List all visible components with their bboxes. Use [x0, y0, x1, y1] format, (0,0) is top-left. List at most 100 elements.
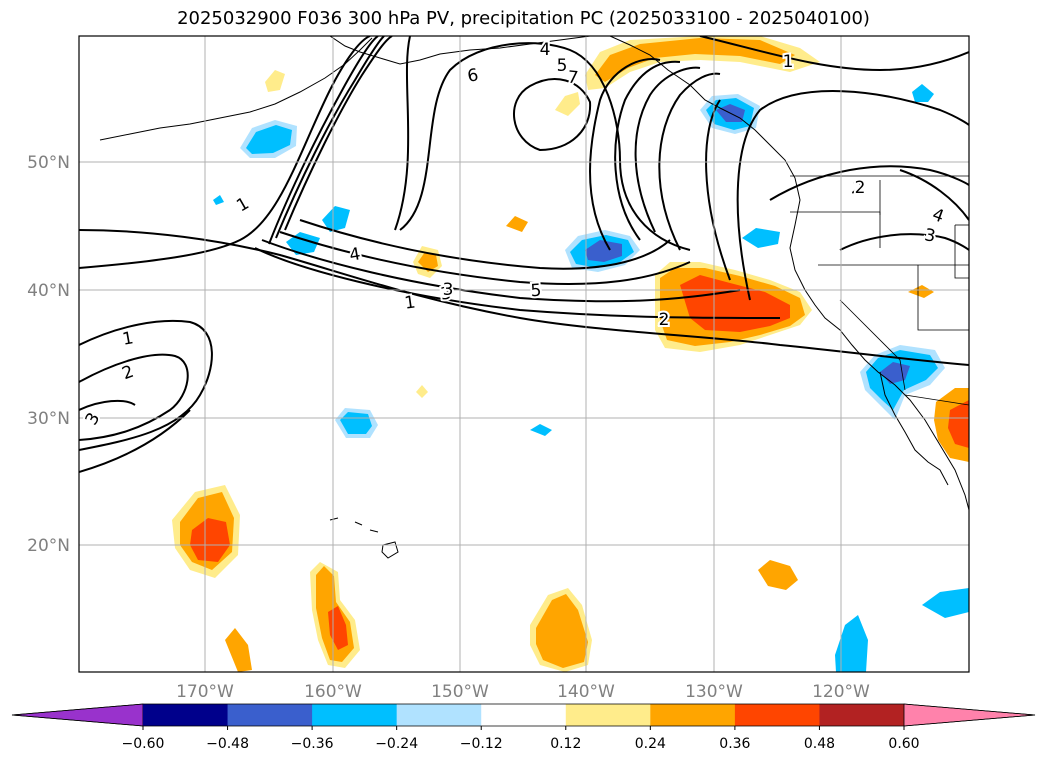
pv-contour-2 [254, 247, 781, 319]
precip-positive-area [265, 70, 285, 92]
colorbar-segment [312, 704, 398, 726]
pv-contour-4 [279, 231, 691, 285]
pv-contour-1 [79, 229, 969, 366]
precip-positive-area [506, 216, 528, 232]
pv-contour-4 [899, 169, 969, 221]
precip-positive-area [758, 560, 798, 590]
pv-contour-5 [394, 36, 411, 231]
colorbar-segment [650, 704, 736, 726]
pv-contour-4 [268, 36, 379, 245]
precip-positive-area [555, 92, 580, 116]
map-area [79, 36, 969, 672]
pv-contour-1 [699, 36, 969, 72]
precip-negative-area [322, 206, 350, 232]
pv-contour-5 [299, 219, 671, 270]
lon-axis-labels: 170°W 160°W 150°W 140°W 130°W 120°W [176, 682, 870, 702]
colorbar-tick-label: −0.60 [122, 736, 165, 752]
colorbar-segment [734, 704, 820, 726]
colorbar-tick-label: −0.12 [460, 736, 503, 752]
graticule [79, 36, 969, 672]
precip-positive-area [536, 594, 588, 668]
coastline-alaska-arc [99, 37, 373, 141]
precip-negative-area [835, 615, 868, 672]
lat-label: 20°N [27, 536, 70, 556]
pv-contour-label: 5 [557, 56, 568, 76]
pv-contour-label: 3 [439, 283, 453, 304]
precip-positive-area [908, 285, 934, 298]
map-frame [78, 35, 970, 673]
precip-negative-area [922, 588, 969, 618]
lat-axis-labels: 50°N 40°N 30°N 20°N [27, 153, 70, 556]
precip-negative-area [742, 228, 780, 248]
colorbar-segment [396, 704, 482, 726]
colorbar-tick-label: 0.60 [888, 736, 919, 752]
precip-negative-area [246, 125, 292, 154]
precip-strong-positive-area [948, 400, 969, 448]
colorbar: −0.60 −0.48 −0.36 −0.24 −0.12 0.12 0.24 0.36 0.4… [11, 703, 1036, 752]
lon-label: 140°W [557, 682, 615, 702]
colorbar-segment [819, 704, 905, 726]
pv-contour-label: 2 [855, 178, 866, 198]
pv-contour-label: 3 [443, 280, 454, 300]
pv-contour-1 [79, 409, 191, 473]
lon-label: 120°W [812, 682, 870, 702]
pv-contours [79, 36, 969, 473]
colorbar-extend-min [11, 703, 144, 727]
pv-contour-label: 7 [567, 68, 580, 89]
pv-contour-1 [79, 36, 371, 269]
pv-contour-6 [513, 78, 592, 152]
pv-contour-label: 5 [530, 281, 542, 302]
colorbar-tick-label: 0.12 [550, 736, 581, 752]
pv-contour-2 [284, 36, 393, 231]
colorbar-tick-label: 0.48 [804, 736, 835, 752]
lat-label: 40°N [27, 281, 70, 301]
colorbar-extend-max [903, 703, 1036, 727]
colorbar-tick-label: 0.36 [719, 736, 750, 752]
pv-contour-label: 2 [659, 310, 670, 330]
lon-label: 130°W [685, 682, 743, 702]
pv-contour-2 [769, 165, 969, 201]
coastline-hawaii [329, 517, 399, 559]
pv-contour-3 [658, 72, 721, 251]
pv-contour-label: 4 [540, 40, 551, 60]
precip-positive-area [595, 38, 795, 82]
pv-contour-3 [261, 239, 741, 303]
pv-contour-2 [79, 353, 189, 441]
precip-strong-positive-area [190, 518, 230, 562]
pv-contour-5 [614, 60, 681, 241]
precip-positive-area [225, 628, 252, 672]
map-title: 2025032900 F036 300 hPa PV, precipitatio… [177, 8, 870, 29]
colorbar-tick-label: −0.36 [291, 736, 334, 752]
precip-positive-area [418, 252, 438, 272]
pv-contour-6 [399, 42, 691, 251]
colorbar-segment [227, 704, 313, 726]
colorbar-segment [143, 704, 229, 726]
colorbar-tick-label: −0.48 [206, 736, 249, 752]
precip-negative-area [530, 424, 552, 436]
lat-label: 30°N [27, 409, 70, 429]
colorbar-segment [565, 704, 651, 726]
lon-label: 150°W [431, 682, 489, 702]
pv-contour-7 [589, 58, 661, 251]
coastline-baja [879, 371, 949, 486]
pv-contour-1 [736, 90, 969, 301]
precip-strong-negative-area [880, 362, 910, 384]
pv-contour-1 [79, 319, 213, 451]
precip-strong-negative-area [585, 240, 622, 262]
precip-positive-area [416, 385, 428, 398]
lon-label: 170°W [176, 682, 234, 702]
colorbar-segment [481, 704, 567, 726]
pv-contour-label: 1 [783, 52, 794, 72]
lat-label: 50°N [27, 153, 70, 173]
pv-contour-label: 1 [403, 292, 417, 313]
precip-negative-area [912, 84, 934, 102]
colorbar-tick-label: −0.24 [375, 736, 418, 752]
pv-contour-4 [634, 66, 701, 233]
colorbar-tick-label: 0.24 [635, 736, 666, 752]
precip-negative-area [213, 195, 224, 205]
pv-contour-3 [839, 233, 969, 251]
pv-contour-3 [275, 36, 385, 239]
lon-label: 160°W [304, 682, 362, 702]
